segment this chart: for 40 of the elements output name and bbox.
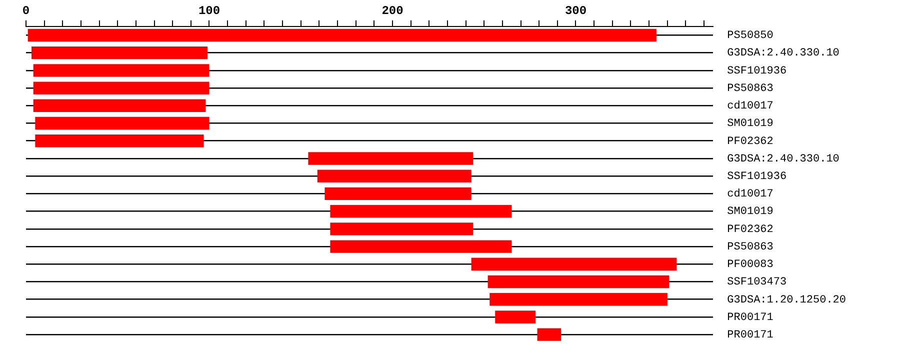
y-tick-label: G3DSA:1.20.1250.20 [727,294,846,306]
bar [330,222,474,236]
bar [330,204,512,218]
bar [537,328,562,341]
y-tick-label: SSF103473 [727,276,787,289]
y-tick-label: cd10017 [727,100,774,113]
y-tick-label: G3DSA:2.40.330.10 [727,48,840,60]
bar [35,134,204,148]
x-tick-label: 100 [198,4,220,18]
y-tick-label: SSF101936 [727,171,787,183]
bar [35,116,210,130]
bar [308,152,474,165]
bar [317,170,472,182]
y-tick-label: PF02362 [727,136,774,148]
bar [33,99,206,112]
y-tick-label: PS50863 [727,82,774,95]
bar [471,258,677,270]
y-tick-label: SSF101936 [727,65,787,78]
bar [330,240,512,253]
y-tick-label: G3DSA:2.40.330.10 [727,153,840,166]
bar [28,28,656,42]
x-tick-label: 0 [22,4,30,18]
bar [495,310,536,324]
y-tick-label: SM01019 [727,118,774,130]
bar [32,46,208,60]
x-tick-label: 200 [382,4,404,18]
bar [33,82,210,94]
y-tick-label: PS50850 [727,30,774,42]
bar [488,275,670,288]
y-tick-label: PF02362 [727,224,774,236]
x-tick-label: 300 [564,4,587,18]
bar [33,64,210,77]
y-tick-label: PF00083 [727,259,774,272]
y-tick-label: PS50863 [727,241,774,254]
bar [490,293,668,306]
y-tick-label: PR00171 [727,330,774,342]
y-tick-label: cd10017 [727,188,774,201]
bar [324,187,472,200]
y-tick-label: SM01019 [727,206,774,218]
y-tick-label: PR00171 [727,312,774,324]
